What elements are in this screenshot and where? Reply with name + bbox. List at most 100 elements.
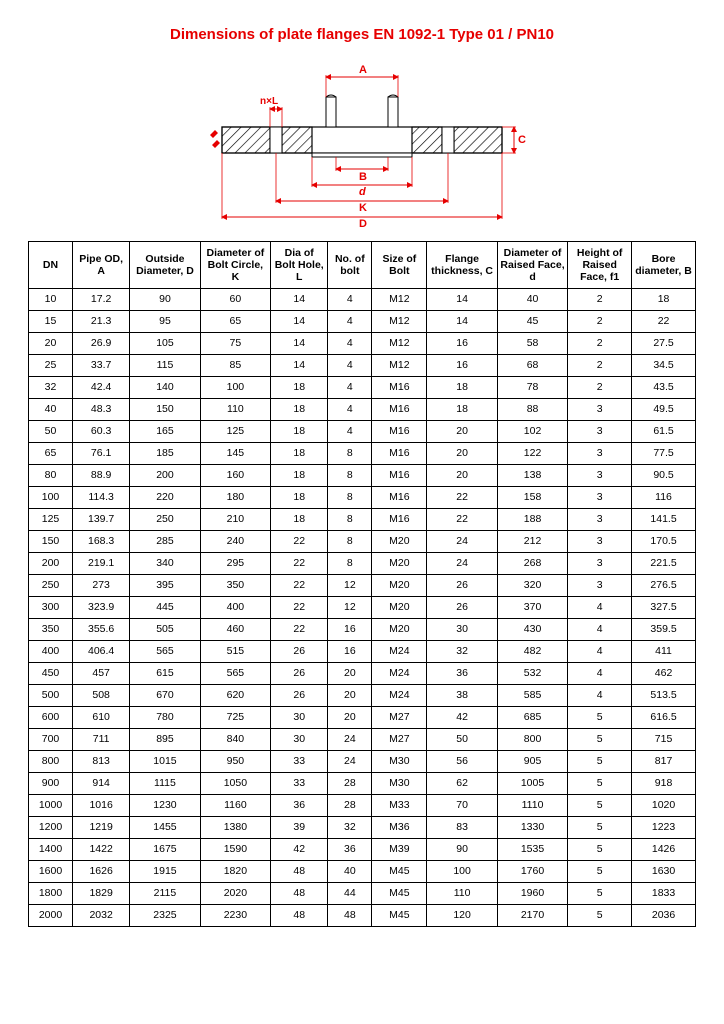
table-row: 125139.7250210188M16221883141.5 [29,509,696,531]
table-cell: 813 [73,751,130,773]
table-cell: 22 [632,311,696,333]
flange-diagram: A n×L B d K D C [28,57,696,227]
table-cell: 88.9 [73,465,130,487]
dim-label-C: C [518,134,526,146]
col-header: DN [29,242,73,289]
table-cell: 180 [200,487,270,509]
table-cell: 32 [427,641,497,663]
table-cell: 295 [200,553,270,575]
table-cell: M16 [372,487,427,509]
table-cell: 513.5 [632,685,696,707]
table-cell: 33.7 [73,355,130,377]
table-cell: 40 [29,399,73,421]
table-cell: M16 [372,421,427,443]
table-cell: 145 [200,443,270,465]
table-cell: M16 [372,509,427,531]
table-cell: 28 [328,795,372,817]
table-cell: 585 [497,685,567,707]
table-row: 2026.910575144M121658227.5 [29,333,696,355]
table-cell: 610 [73,707,130,729]
table-cell: 1915 [130,861,200,883]
table-row: 3242.4140100184M161878243.5 [29,377,696,399]
table-cell: 3 [568,443,632,465]
table-cell: 138 [497,465,567,487]
table-cell: 122 [497,443,567,465]
table-cell: 105 [130,333,200,355]
table-cell: 4 [568,663,632,685]
page-title: Dimensions of plate flanges EN 1092-1 Ty… [28,26,696,43]
table-row: 1521.39565144M121445222 [29,311,696,333]
table-cell: M20 [372,553,427,575]
table-cell: 515 [200,641,270,663]
table-cell: 18 [271,399,328,421]
table-cell: 1626 [73,861,130,883]
table-cell: 2230 [200,905,270,927]
table-cell: M30 [372,773,427,795]
table-cell: M27 [372,707,427,729]
table-cell: 482 [497,641,567,663]
col-header: Diameter of Bolt Circle, K [200,242,270,289]
table-cell: 36 [271,795,328,817]
table-cell: M12 [372,333,427,355]
table-cell: 141.5 [632,509,696,531]
table-cell: 1380 [200,817,270,839]
table-cell: 400 [29,641,73,663]
table-cell: 5 [568,729,632,751]
table-row: 6576.1185145188M1620122377.5 [29,443,696,465]
table-cell: 2170 [497,905,567,927]
table-cell: 715 [632,729,696,751]
table-cell: 840 [200,729,270,751]
table-cell: 685 [497,707,567,729]
table-cell: 48 [271,861,328,883]
table-cell: 1200 [29,817,73,839]
table-cell: 1020 [632,795,696,817]
table-cell: 21.3 [73,311,130,333]
table-cell: 268 [497,553,567,575]
table-cell: 355.6 [73,619,130,641]
table-cell: 8 [328,443,372,465]
table-cell: 616.5 [632,707,696,729]
table-cell: M20 [372,619,427,641]
table-cell: 48 [328,905,372,927]
table-cell: 42.4 [73,377,130,399]
table-cell: 14 [271,289,328,311]
table-cell: 2020 [200,883,270,905]
table-cell: 30 [271,729,328,751]
table-cell: 430 [497,619,567,641]
dim-label-K: K [359,202,367,214]
table-cell: 276.5 [632,575,696,597]
table-cell: 2 [568,311,632,333]
table-cell: 24 [427,531,497,553]
table-cell: 170.5 [632,531,696,553]
table-cell: 2 [568,377,632,399]
table-cell: 22 [271,553,328,575]
table-cell: 20 [427,465,497,487]
table-cell: 5 [568,861,632,883]
table-cell: 100 [200,377,270,399]
table-cell: 200 [130,465,200,487]
table-cell: 90.5 [632,465,696,487]
table-cell: 3 [568,531,632,553]
table-cell: 33 [271,773,328,795]
table-cell: 22 [271,531,328,553]
table-cell: 370 [497,597,567,619]
table-cell: 350 [200,575,270,597]
table-cell: 508 [73,685,130,707]
table-cell: 125 [200,421,270,443]
table-row: 2502733953502212M20263203276.5 [29,575,696,597]
table-row: 6006107807253020M27426855616.5 [29,707,696,729]
table-cell: M45 [372,905,427,927]
table-cell: 100 [427,861,497,883]
table-cell: 65 [200,311,270,333]
table-cell: 1820 [200,861,270,883]
table-cell: 26 [271,641,328,663]
table-cell: 1230 [130,795,200,817]
table-cell: 39 [271,817,328,839]
table-row: 5005086706202620M24385854513.5 [29,685,696,707]
table-cell: 32 [328,817,372,839]
table-cell: 33 [271,751,328,773]
table-cell: 1219 [73,817,130,839]
table-cell: M24 [372,641,427,663]
table-cell: 2 [568,355,632,377]
table-cell: 18 [271,465,328,487]
